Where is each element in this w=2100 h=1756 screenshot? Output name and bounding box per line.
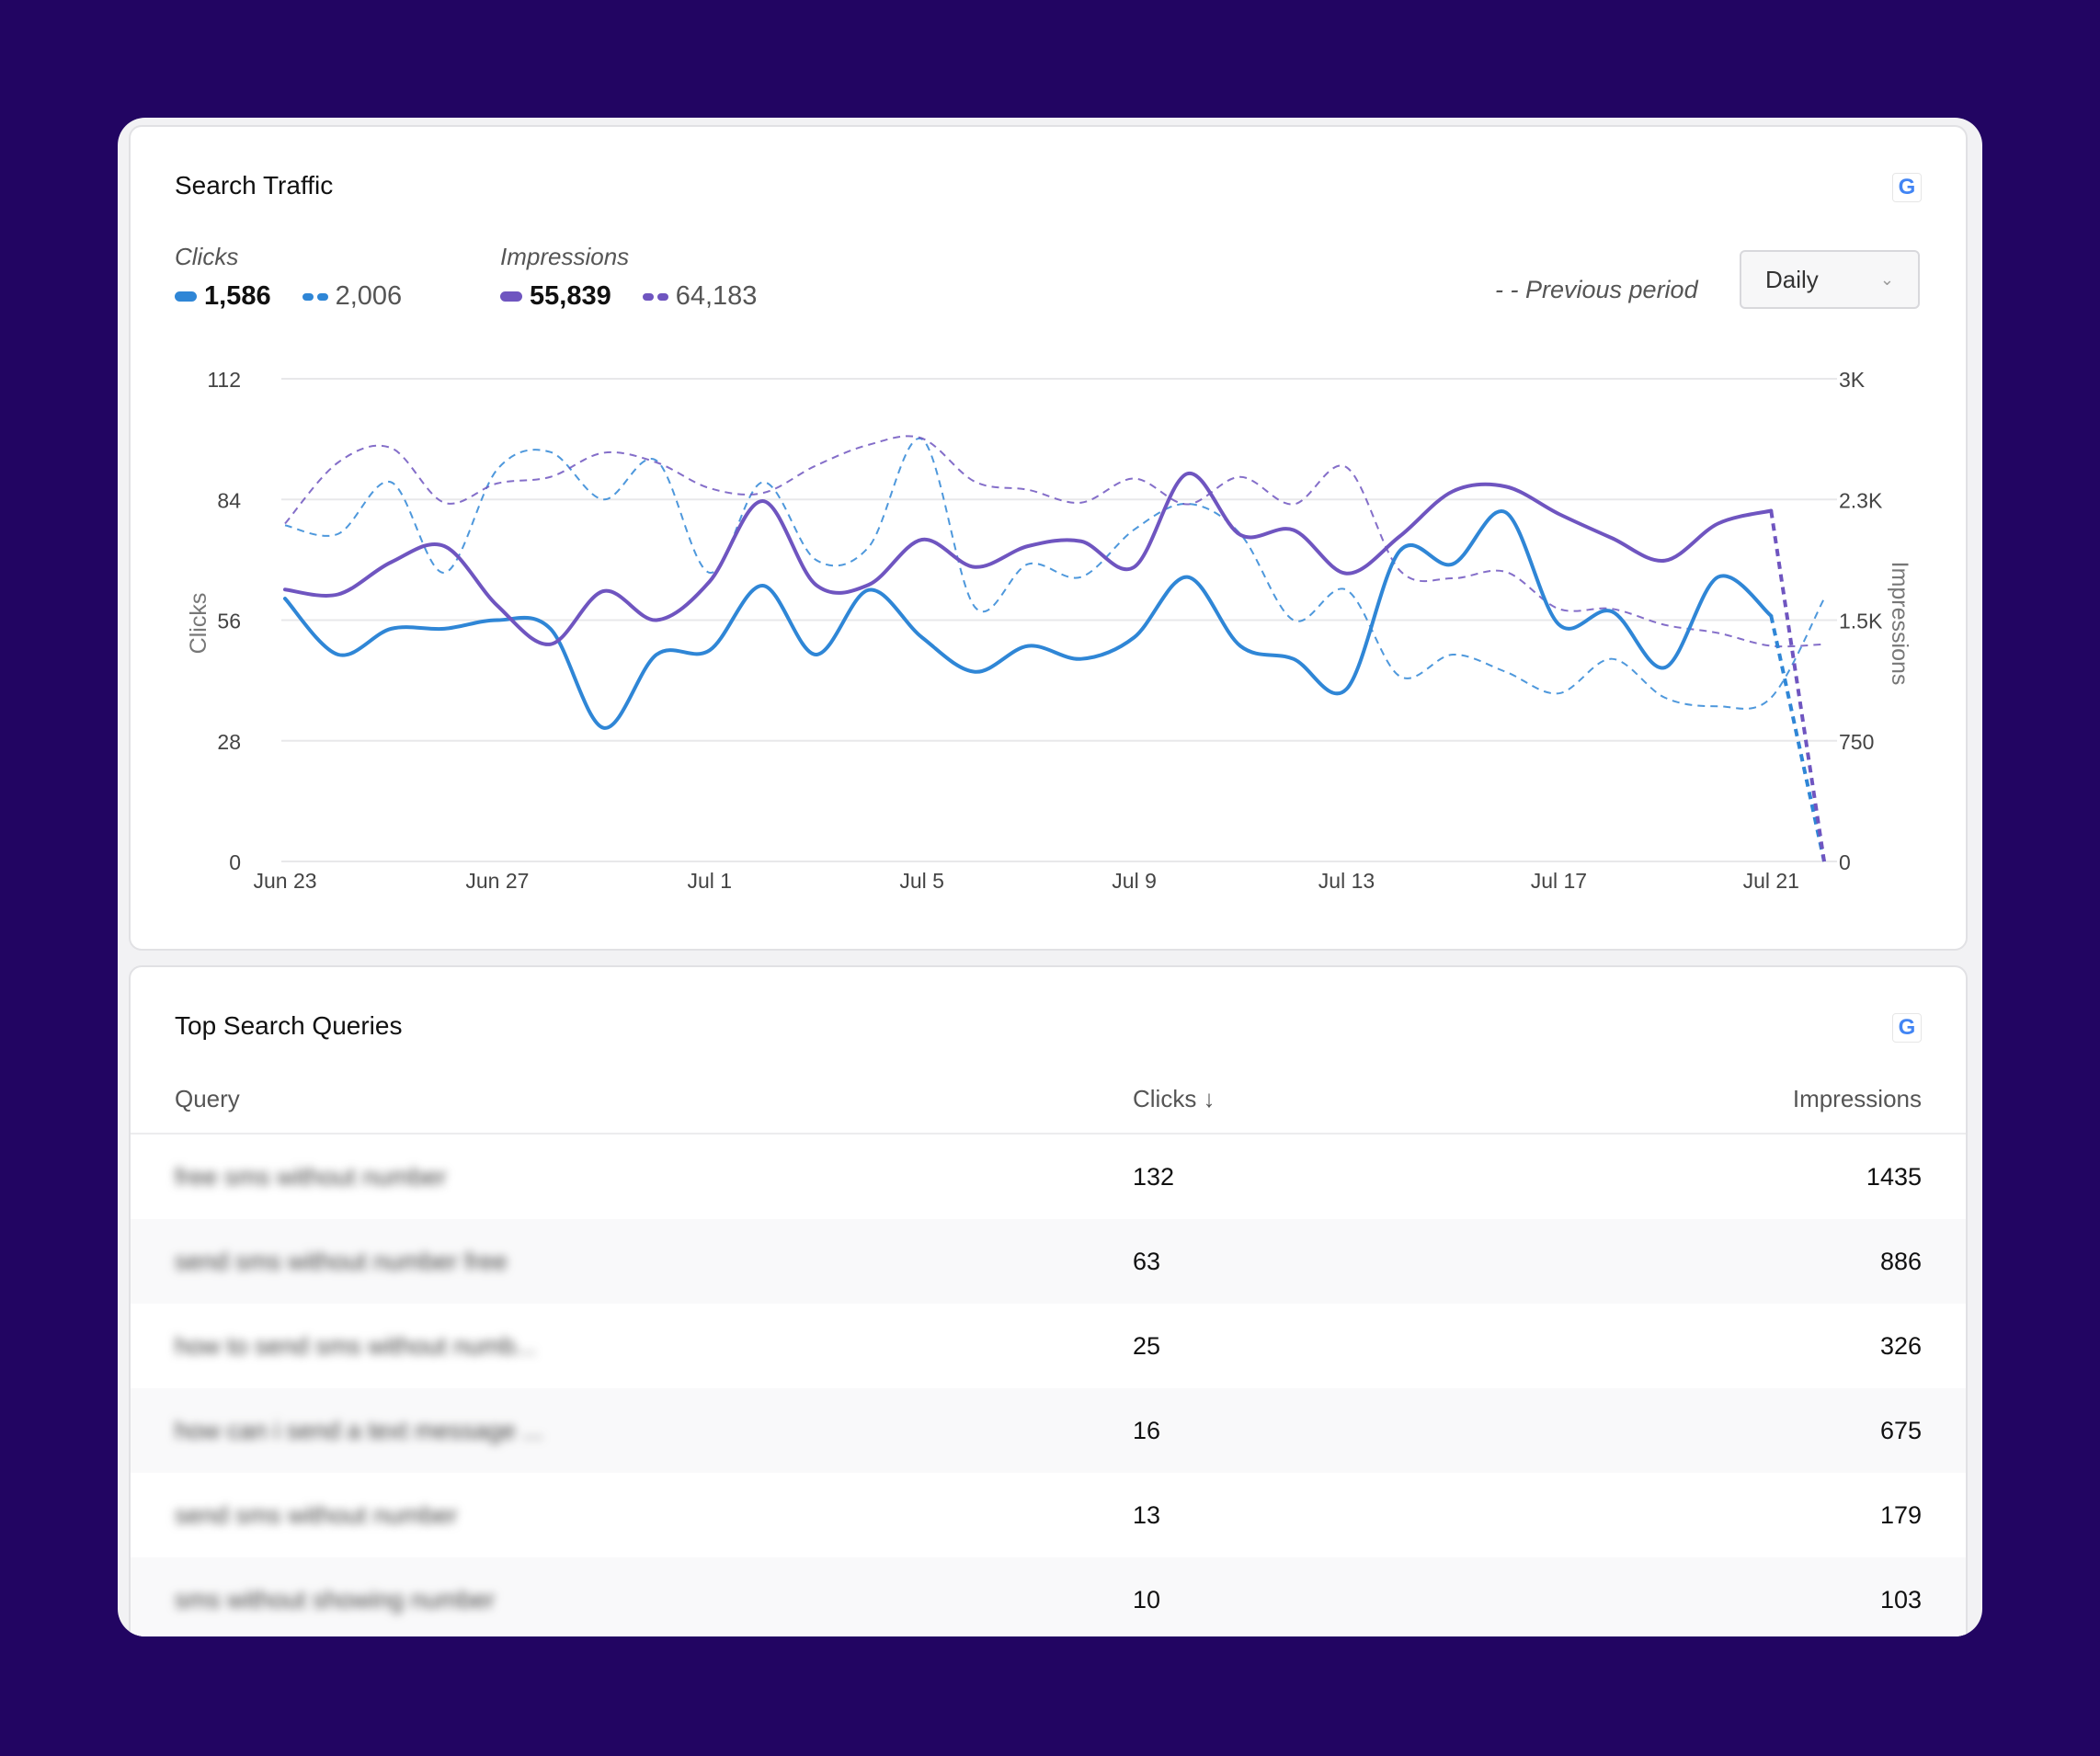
impressions-value: 1435	[1866, 1163, 1922, 1191]
impressions-previous-value: 64,183	[675, 281, 758, 311]
table-row[interactable]: how to send sms without numb... 25 326	[131, 1304, 1966, 1388]
x-tick-label: Jul 1	[687, 869, 732, 893]
x-tick-label: Jul 9	[1112, 869, 1157, 893]
table-row[interactable]: sms without showing number 10 103	[131, 1557, 1966, 1636]
impressions-current-line	[283, 472, 1774, 646]
impressions-value: 326	[1879, 1332, 1922, 1360]
granularity-value: Daily	[1765, 265, 1819, 293]
x-tick-label: Jul 13	[1318, 869, 1375, 893]
query-text: how can i send a text message ...	[175, 1417, 543, 1444]
impressions-previous-line	[284, 435, 1825, 648]
y-right-tick-label: 2.3K	[1839, 488, 1883, 512]
impressions-current-value: 55,839	[530, 281, 611, 311]
queries-table: free sms without number 132 1435 send sm…	[131, 1133, 1966, 1636]
y-left-tick-label: 0	[229, 850, 241, 874]
y-right-tick-label: 0	[1839, 850, 1851, 874]
impressions-metrics: 55,839 64,183	[500, 281, 757, 312]
google-icon: G	[1892, 1013, 1922, 1043]
table-row[interactable]: send sms without number 13 179	[131, 1473, 1966, 1557]
search-traffic-chart: 0 0 28 750 56 1.5K 84 2.3K 112 3K Clicks Impression…	[186, 368, 1912, 893]
x-tick-label: Jul 21	[1743, 869, 1799, 893]
y-axis-title-right: Impressions	[1887, 562, 1912, 686]
clicks-value: 10	[1133, 1586, 1161, 1613]
google-icon: G	[1892, 173, 1922, 202]
clicks-label: Clicks	[175, 243, 239, 270]
previous-period-legend: - - Previous period	[1495, 276, 1698, 303]
column-header-clicks[interactable]: Clicks ↓	[1133, 1085, 1215, 1112]
clicks-value: 63	[1133, 1248, 1161, 1275]
search-traffic-card: Search Traffic G Clicks 1,586 2,006 Impr…	[129, 125, 1968, 951]
clicks-current-partial-segment	[1769, 615, 1826, 862]
clicks-previous-line	[284, 438, 1825, 710]
column-header-impressions[interactable]: Impressions	[1792, 1085, 1922, 1112]
clicks-previous-swatch	[302, 292, 328, 301]
column-header-query[interactable]: Query	[175, 1085, 240, 1112]
query-text: sms without showing number	[175, 1586, 496, 1613]
granularity-dropdown[interactable]: Daily ⌄	[1740, 250, 1920, 309]
card-title: Top Search Queries	[175, 1011, 403, 1040]
dashboard-frame: Search Traffic G Clicks 1,586 2,006 Impr…	[118, 118, 1982, 1636]
table-row[interactable]: free sms without number 132 1435	[131, 1133, 1966, 1219]
table-row[interactable]: send sms without number free 63 886	[131, 1219, 1966, 1304]
impressions-previous-swatch	[642, 292, 668, 301]
y-left-tick-label: 28	[217, 730, 241, 754]
impressions-value: 886	[1879, 1248, 1922, 1275]
impressions-label: Impressions	[500, 243, 630, 270]
impressions-current-swatch	[500, 291, 522, 302]
clicks-previous-value: 2,006	[335, 281, 403, 311]
impressions-value: 103	[1879, 1586, 1922, 1613]
x-tick-label: Jul 5	[899, 869, 944, 893]
clicks-metrics: 1,586 2,006	[175, 281, 402, 312]
top-queries-card: Top Search Queries G Query Clicks ↓ Impr…	[129, 965, 1968, 1636]
clicks-value: 16	[1133, 1417, 1161, 1444]
x-tick-label: Jul 17	[1531, 869, 1587, 893]
x-tick-label: Jun 27	[465, 869, 529, 893]
clicks-value: 132	[1133, 1163, 1175, 1191]
impressions-value: 675	[1879, 1417, 1922, 1444]
y-left-tick-label: 84	[217, 488, 241, 512]
y-right-tick-label: 750	[1839, 730, 1874, 754]
query-text: send sms without number	[175, 1501, 458, 1529]
query-text: free sms without number	[175, 1163, 447, 1191]
y-left-tick-label: 112	[207, 368, 241, 392]
impressions-value: 179	[1879, 1501, 1922, 1529]
clicks-current-swatch	[175, 291, 197, 302]
chevron-down-icon: ⌄	[1879, 269, 1894, 289]
table-row[interactable]: how can i send a text message ... 16 675	[131, 1388, 1966, 1473]
y-right-tick-label: 1.5K	[1839, 610, 1883, 633]
y-right-tick-label: 3K	[1839, 368, 1866, 392]
query-text: how to send sms without numb...	[175, 1332, 537, 1360]
impressions-current-partial-segment	[1769, 510, 1826, 862]
clicks-value: 13	[1133, 1501, 1161, 1529]
y-axis-title-left: Clicks	[186, 593, 211, 655]
query-text: send sms without number free	[175, 1248, 508, 1275]
clicks-current-value: 1,586	[204, 281, 271, 311]
card-title: Search Traffic	[175, 171, 334, 200]
x-tick-label: Jun 23	[253, 869, 316, 893]
y-left-tick-label: 56	[217, 610, 241, 633]
clicks-value: 25	[1133, 1332, 1161, 1360]
